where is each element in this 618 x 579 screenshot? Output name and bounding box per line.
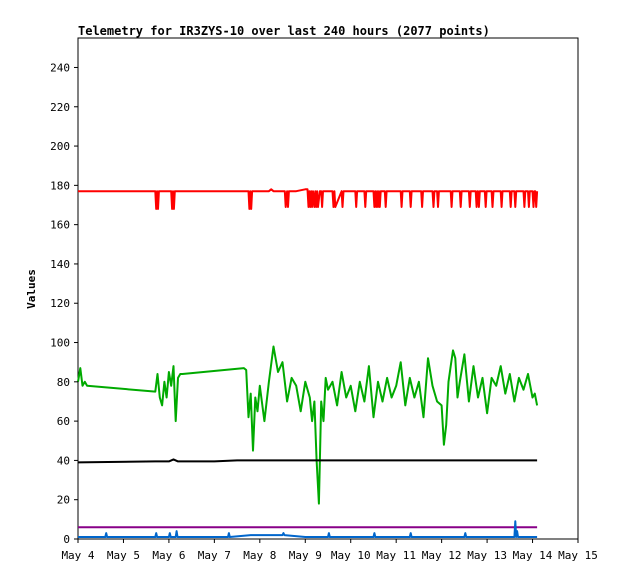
y-tick-label: 100 xyxy=(50,337,70,350)
x-tick-label: May 5 xyxy=(107,549,140,562)
y-tick-label: 220 xyxy=(50,101,70,114)
x-tick-label: May 14 xyxy=(513,549,553,562)
x-tick-label: May 15 xyxy=(558,549,598,562)
x-tick-label: May 13 xyxy=(467,549,507,562)
y-axis-label: Values xyxy=(25,269,38,309)
y-tick-label: 180 xyxy=(50,179,70,192)
y-tick-label: 120 xyxy=(50,297,70,310)
series-layer xyxy=(77,188,539,538)
x-tick-label: May 8 xyxy=(243,549,276,562)
x-tick-label: May 12 xyxy=(422,549,462,562)
x-tick-label: May 4 xyxy=(61,549,94,562)
y-tick-label: 80 xyxy=(57,376,70,389)
series-line-5 xyxy=(78,520,538,538)
x-tick-label: May 9 xyxy=(289,549,322,562)
y-tick-label: 60 xyxy=(57,415,70,428)
y-tick-label: 40 xyxy=(57,454,70,467)
series-line-1 xyxy=(78,188,539,210)
x-tick-label: May 10 xyxy=(331,549,371,562)
y-tick-label: 0 xyxy=(63,533,70,546)
series-line-3 xyxy=(77,458,538,464)
y-tick-label: 20 xyxy=(57,494,70,507)
chart-title: Telemetry for IR3ZYS-10 over last 240 ho… xyxy=(78,24,490,38)
y-tick-label: 160 xyxy=(50,219,70,232)
series-line-2 xyxy=(77,345,539,505)
x-tick-label: May 7 xyxy=(198,549,231,562)
axis-layer: 0 20 40 60 80 100 120 140 160 180 200 220 240 May 4 Ma… xyxy=(50,61,598,562)
plot-frame xyxy=(77,37,579,540)
x-tick-label: May 11 xyxy=(376,549,416,562)
y-tick-label: 200 xyxy=(50,140,70,153)
x-tick-label: May 6 xyxy=(152,549,185,562)
y-tick-label: 140 xyxy=(50,258,70,271)
y-tick-label: 240 xyxy=(50,61,70,74)
